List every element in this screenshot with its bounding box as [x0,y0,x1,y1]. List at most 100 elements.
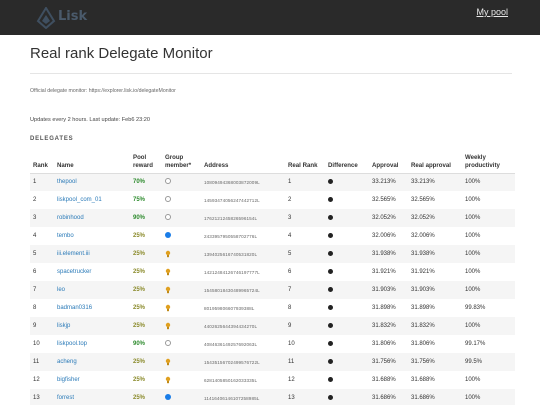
cell-real-approval: 31.832% [408,317,462,335]
table-row: 5 iii.element.iii 25% 1394025616740531820L 5… [30,245,515,263]
cell-real-rank: 9 [285,317,325,335]
cell-real-rank: 1 [285,173,325,191]
lightbulb-icon [165,250,172,258]
empty-circle-icon [165,178,171,185]
cell-real-rank: 3 [285,209,325,227]
dot-icon [328,394,333,400]
cell-group-member [162,299,201,317]
cell-pool-reward: 25% [130,281,162,299]
lightbulb-icon [165,322,172,330]
cell-weekly-productivity: 100% [462,245,515,263]
cell-weekly-productivity: 99.83% [465,305,486,311]
header-group-member[interactable]: Group member* [162,147,201,174]
delegates-table: Rank Name Pool reward Group member* Addr… [30,147,515,405]
cell-pool-reward: 25% [130,389,162,405]
header-weekly-productivity[interactable]: Weekly productivity [462,147,515,174]
table-row: 1 thepool 70% 10809494368003872009L 1 33.213%… [30,173,515,191]
cell-real-approval: 32.006% [411,233,435,239]
cell-name[interactable]: liskpool.top [57,341,88,347]
cell-group-member [162,353,201,371]
cell-name[interactable]: badman0316 [57,305,93,311]
cell-rank: 9 [30,317,54,335]
lisk-logo[interactable]: Lisk [36,7,87,29]
table-row: 9 liskjp 25% 4402625644394434270L 9 31.832% 31… [30,317,515,335]
cell-approval: 31.756% [369,353,408,371]
lightbulb-icon [165,358,172,366]
cell-group-member [162,371,201,389]
header-real-rank[interactable]: Real Rank [285,147,325,174]
cell-approval: 31.898% [372,305,396,311]
cell-pool-reward: 75% [133,197,146,203]
cell-real-approval: 31.903% [408,281,462,299]
official-monitor-link[interactable]: Official delegate monitor: https://explo… [30,88,176,94]
cell-weekly-productivity: 100% [462,317,515,335]
header-difference[interactable]: Difference [325,147,369,174]
cell-name[interactable]: thepool [54,173,130,191]
table-row: 6 spacetrucker 25% 14212484126746197777L 6 31… [30,263,515,281]
cell-address: 4402625644394434270L [201,317,285,335]
table-row: 13 forrest 25% 11416406146107258985L 13 31.68… [30,389,515,405]
cell-rank: 12 [33,377,40,383]
cell-weekly-productivity: 100% [465,269,481,275]
header-approval[interactable]: Approval [369,147,408,174]
header-address[interactable]: Address [201,147,285,174]
table-row: 4 tembo 25% 2433957950558702776L 4 32.006% 32.… [30,227,515,245]
cell-real-approval: 31.806% [411,341,435,347]
cell-difference [325,389,369,405]
header-real-approval[interactable]: Real approval [408,147,462,174]
cell-name[interactable]: leo [54,281,130,299]
my-pool-link[interactable]: My pool [476,7,508,17]
cell-name[interactable]: liskpool_com_01 [57,197,102,203]
cell-weekly-productivity: 100% [465,377,481,383]
cell-name[interactable]: iii.element.iii [54,245,130,263]
cell-approval: 31.806% [372,341,396,347]
cell-weekly-productivity: 100% [465,233,481,239]
cell-difference [325,335,369,353]
cell-name[interactable]: spacetrucker [57,269,92,275]
cell-pool-reward: 25% [130,353,162,371]
cell-name[interactable]: acheng [54,353,130,371]
lisk-logo-icon [36,7,56,29]
cell-difference [325,353,369,371]
cell-approval: 32.052% [369,209,408,227]
cell-difference [325,299,369,317]
dot-icon [328,250,333,256]
cell-name[interactable]: tembo [57,233,74,239]
cell-real-rank: 11 [285,353,325,371]
cell-real-rank: 8 [288,305,292,311]
cell-real-rank: 4 [288,233,292,239]
cell-rank: 6 [33,269,37,275]
table-row: 3 robinhood 90% 1762121245826596154L 3 32.052… [30,209,515,227]
cell-name[interactable]: bigfisher [57,377,80,383]
lightbulb-icon [165,376,172,384]
cell-approval: 31.686% [369,389,408,405]
cell-group-member [162,245,201,263]
cell-group-member [162,389,201,405]
cell-name[interactable]: liskjp [54,317,130,335]
cell-weekly-productivity: 100% [462,209,515,227]
cell-rank: 10 [33,341,40,347]
cell-rank: 7 [30,281,54,299]
header-name[interactable]: Name [54,147,130,174]
cell-real-rank: 10 [288,341,295,347]
cell-real-rank: 5 [285,245,325,263]
cell-group-member [162,173,201,191]
page-title: Real rank Delegate Monitor [30,45,213,62]
cell-difference [325,263,369,281]
lightbulb-icon [165,286,172,294]
cell-name[interactable]: forrest [54,389,130,405]
cell-group-member [162,263,201,281]
cell-weekly-productivity: 100% [462,173,515,191]
cell-name[interactable]: robinhood [54,209,130,227]
dot-icon [328,232,333,238]
cell-pool-reward: 90% [133,341,146,347]
cell-difference [325,173,369,191]
header-rank[interactable]: Rank [30,147,54,174]
lightbulb-icon [165,304,172,312]
cell-group-member [162,281,201,299]
header-pool-reward[interactable]: Pool reward [130,147,162,174]
cell-address: 2433957950558702776L [204,233,258,239]
empty-circle-icon [165,340,171,346]
cell-group-member [162,209,201,227]
dot-icon [328,358,333,364]
